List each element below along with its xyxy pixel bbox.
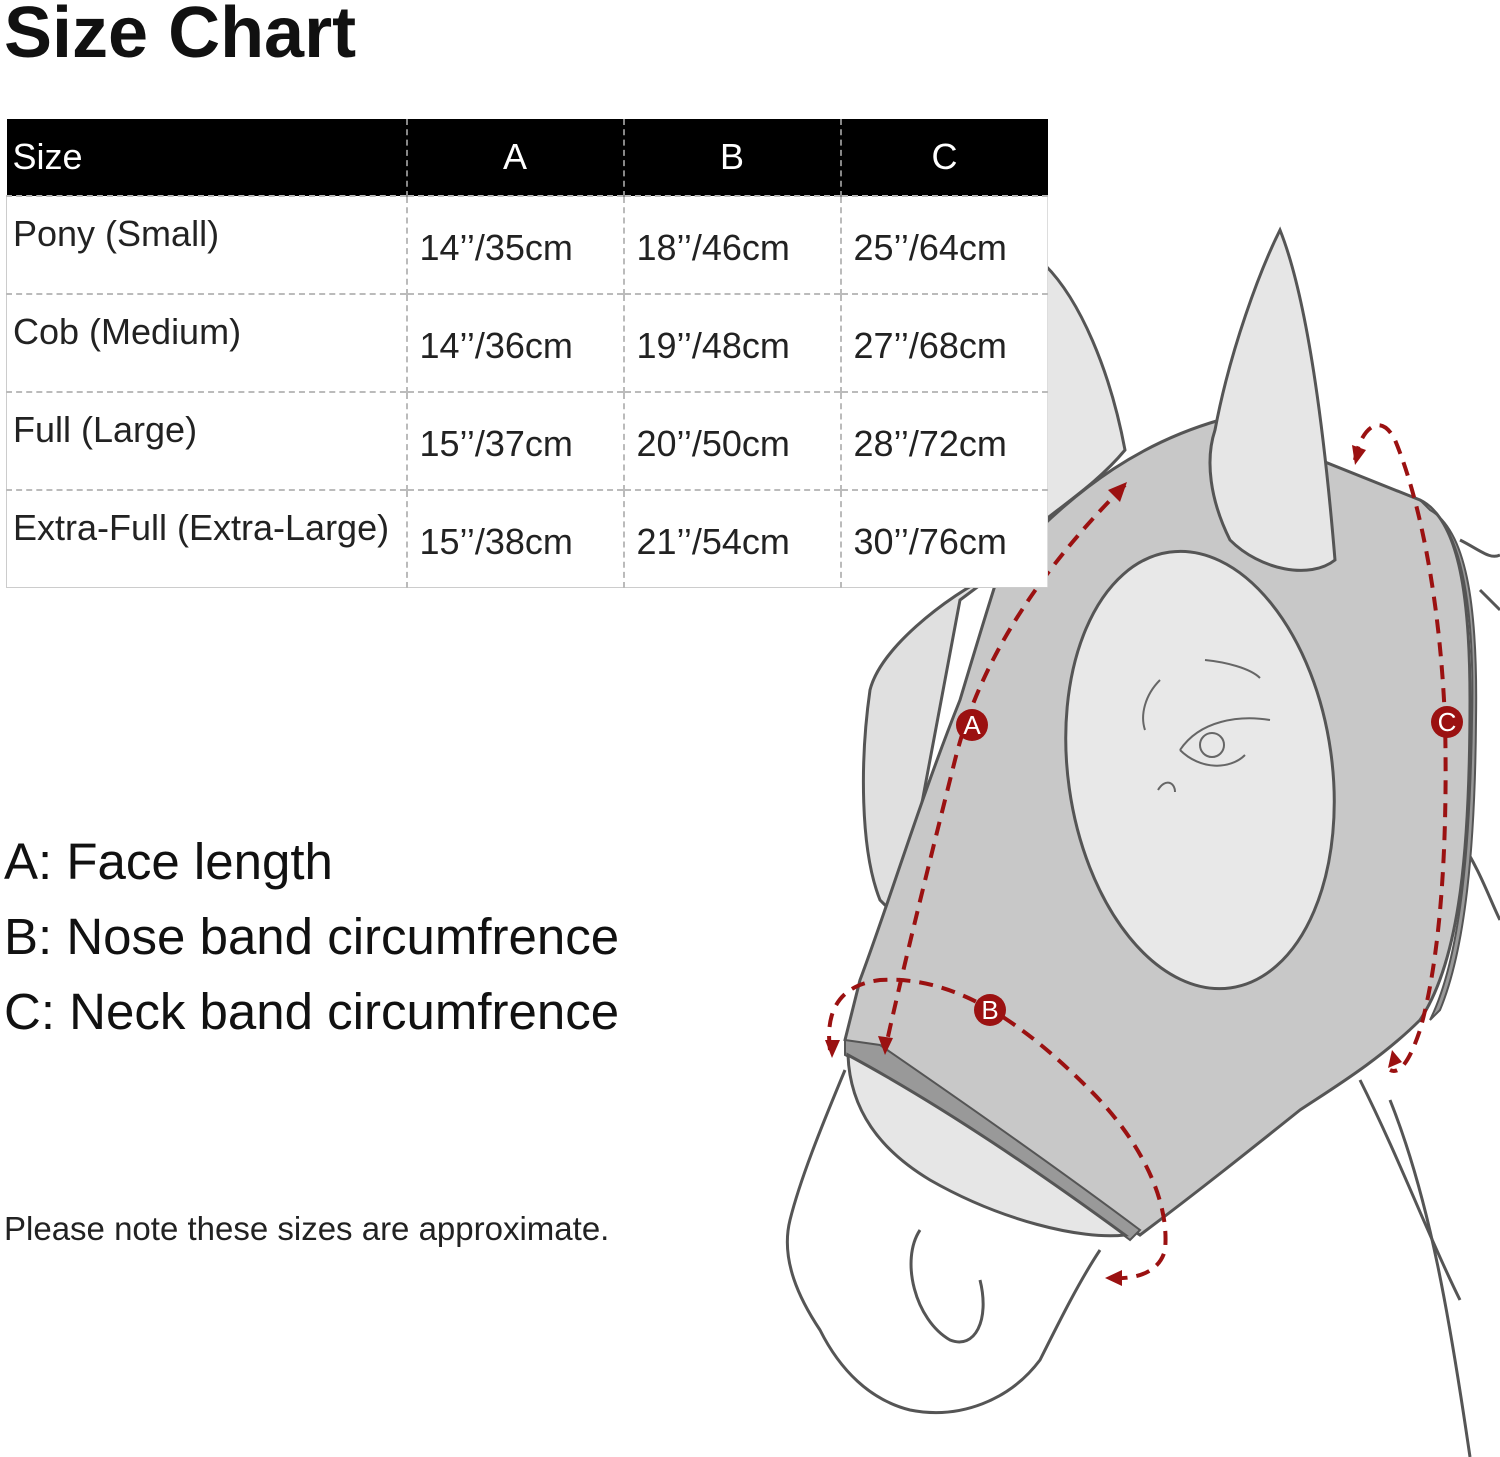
arrowheads	[825, 445, 1402, 1286]
size-name: Cob (Medium)	[6, 293, 407, 392]
table-row: Full (Large) 15’’/37cm 20’’/50cm 28’’/72…	[6, 391, 1048, 490]
approximate-note: Please note these sizes are approximate.	[4, 1210, 610, 1247]
arrowhead-icon	[1108, 482, 1127, 502]
size-name: Full (Large)	[6, 391, 407, 490]
page-title: Size Chart	[4, 0, 357, 73]
value-a: 14’’/35cm	[405, 195, 624, 294]
neck-band	[1419, 499, 1478, 1021]
eye-icon	[1142, 659, 1271, 793]
value-b: 19’’/48cm	[622, 293, 841, 392]
arrowhead-icon	[1105, 1270, 1122, 1286]
svg-text:B: B	[981, 995, 998, 1025]
size-name: Extra-Full (Extra-Large)	[6, 489, 407, 588]
size-name: Pony (Small)	[6, 195, 407, 294]
svg-text:A: A	[963, 710, 981, 740]
measure-b-line	[827, 977, 1168, 1281]
value-c: 30’’/76cm	[839, 489, 1048, 588]
marker-a: A	[956, 709, 988, 741]
arrowhead-icon	[878, 1036, 893, 1055]
eye-mesh	[1064, 549, 1336, 991]
value-c: 25’’/64cm	[839, 195, 1048, 294]
value-c: 28’’/72cm	[839, 391, 1048, 490]
measure-a-line	[883, 483, 1127, 1051]
right-ear	[1208, 226, 1337, 572]
table-row: Extra-Full (Extra-Large) 15’’/38cm 21’’/…	[6, 489, 1048, 588]
value-a: 15’’/37cm	[405, 391, 624, 490]
size-table: Size A B C Pony (Small) 14’’/35cm 18’’/4…	[6, 119, 1048, 588]
legend-b: B: Nose band circumfrence	[4, 908, 620, 965]
value-a: 15’’/38cm	[405, 489, 624, 588]
value-c: 27’’/68cm	[839, 293, 1048, 392]
far-side-mask	[861, 568, 1001, 924]
table-row: Cob (Medium) 14’’/36cm 19’’/48cm 27’’/68…	[6, 293, 1048, 392]
arrowhead-icon	[1352, 445, 1366, 465]
marker-c: C	[1431, 706, 1463, 738]
arrowhead-icon	[825, 1040, 840, 1058]
svg-text:C: C	[1438, 707, 1457, 737]
nose-mesh	[846, 1052, 1129, 1238]
header-size: Size	[6, 119, 407, 196]
marker-b: B	[974, 994, 1006, 1026]
value-b: 20’’/50cm	[622, 391, 841, 490]
legend-a: A: Face length	[4, 833, 333, 890]
table-row: Pony (Small) 14’’/35cm 18’’/46cm 25’’/64…	[6, 195, 1048, 294]
value-a: 14’’/36cm	[405, 293, 624, 392]
header-c: C	[839, 119, 1048, 196]
table-header-row: Size A B C	[6, 119, 1048, 196]
header-a: A	[405, 119, 624, 196]
value-b: 18’’/46cm	[622, 195, 841, 294]
value-b: 21’’/54cm	[622, 489, 841, 588]
legend-c: C: Neck band circumfrence	[4, 983, 620, 1040]
arrowhead-icon	[1388, 1050, 1402, 1068]
header-b: B	[622, 119, 841, 196]
